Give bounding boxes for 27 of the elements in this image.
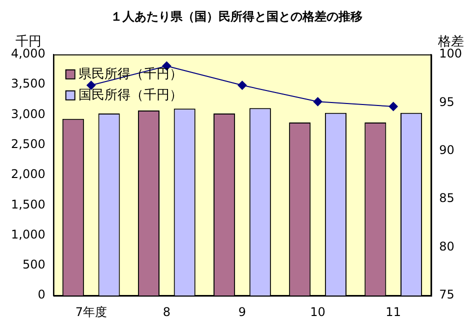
y-tick-label: 3,000 — [10, 106, 46, 121]
y-tick-label: 2,500 — [10, 136, 46, 151]
y-axis-title: 千円 — [15, 34, 42, 50]
y2-axis-title: 格差 — [437, 34, 464, 50]
x-tick-label: 11 — [386, 304, 401, 319]
chart-title: １人あたり県（国）民所得と国との格差の推移 — [110, 9, 362, 24]
x-tick-label: 9 — [238, 304, 246, 319]
point — [238, 80, 247, 90]
y2-tick-label: 100 — [439, 46, 462, 61]
point — [388, 102, 398, 111]
y2-tick-label: 95 — [439, 94, 454, 109]
y2-tick-label: 75 — [439, 288, 454, 302]
legend-label: 国民所得（千円） — [78, 88, 182, 103]
x-tick-label: 7年度 — [75, 304, 107, 319]
y-tick-label: 3,500 — [10, 76, 46, 91]
y-tick-label: 2,000 — [10, 167, 46, 182]
y-tick-label: 1,000 — [10, 227, 46, 242]
y-tick-label: 0 — [38, 288, 46, 302]
y2-tick-label: 90 — [439, 143, 454, 158]
y-tick-label: 1,500 — [10, 197, 46, 212]
y2-tick-label: 85 — [439, 191, 454, 206]
point — [313, 97, 322, 106]
y-tick-label: 500 — [22, 258, 46, 272]
x-tick-label: 10 — [310, 304, 326, 319]
y2-tick-label: 80 — [439, 239, 454, 254]
x-tick-label: 8 — [162, 304, 170, 319]
y-tick-label: 4,000 — [10, 46, 46, 61]
